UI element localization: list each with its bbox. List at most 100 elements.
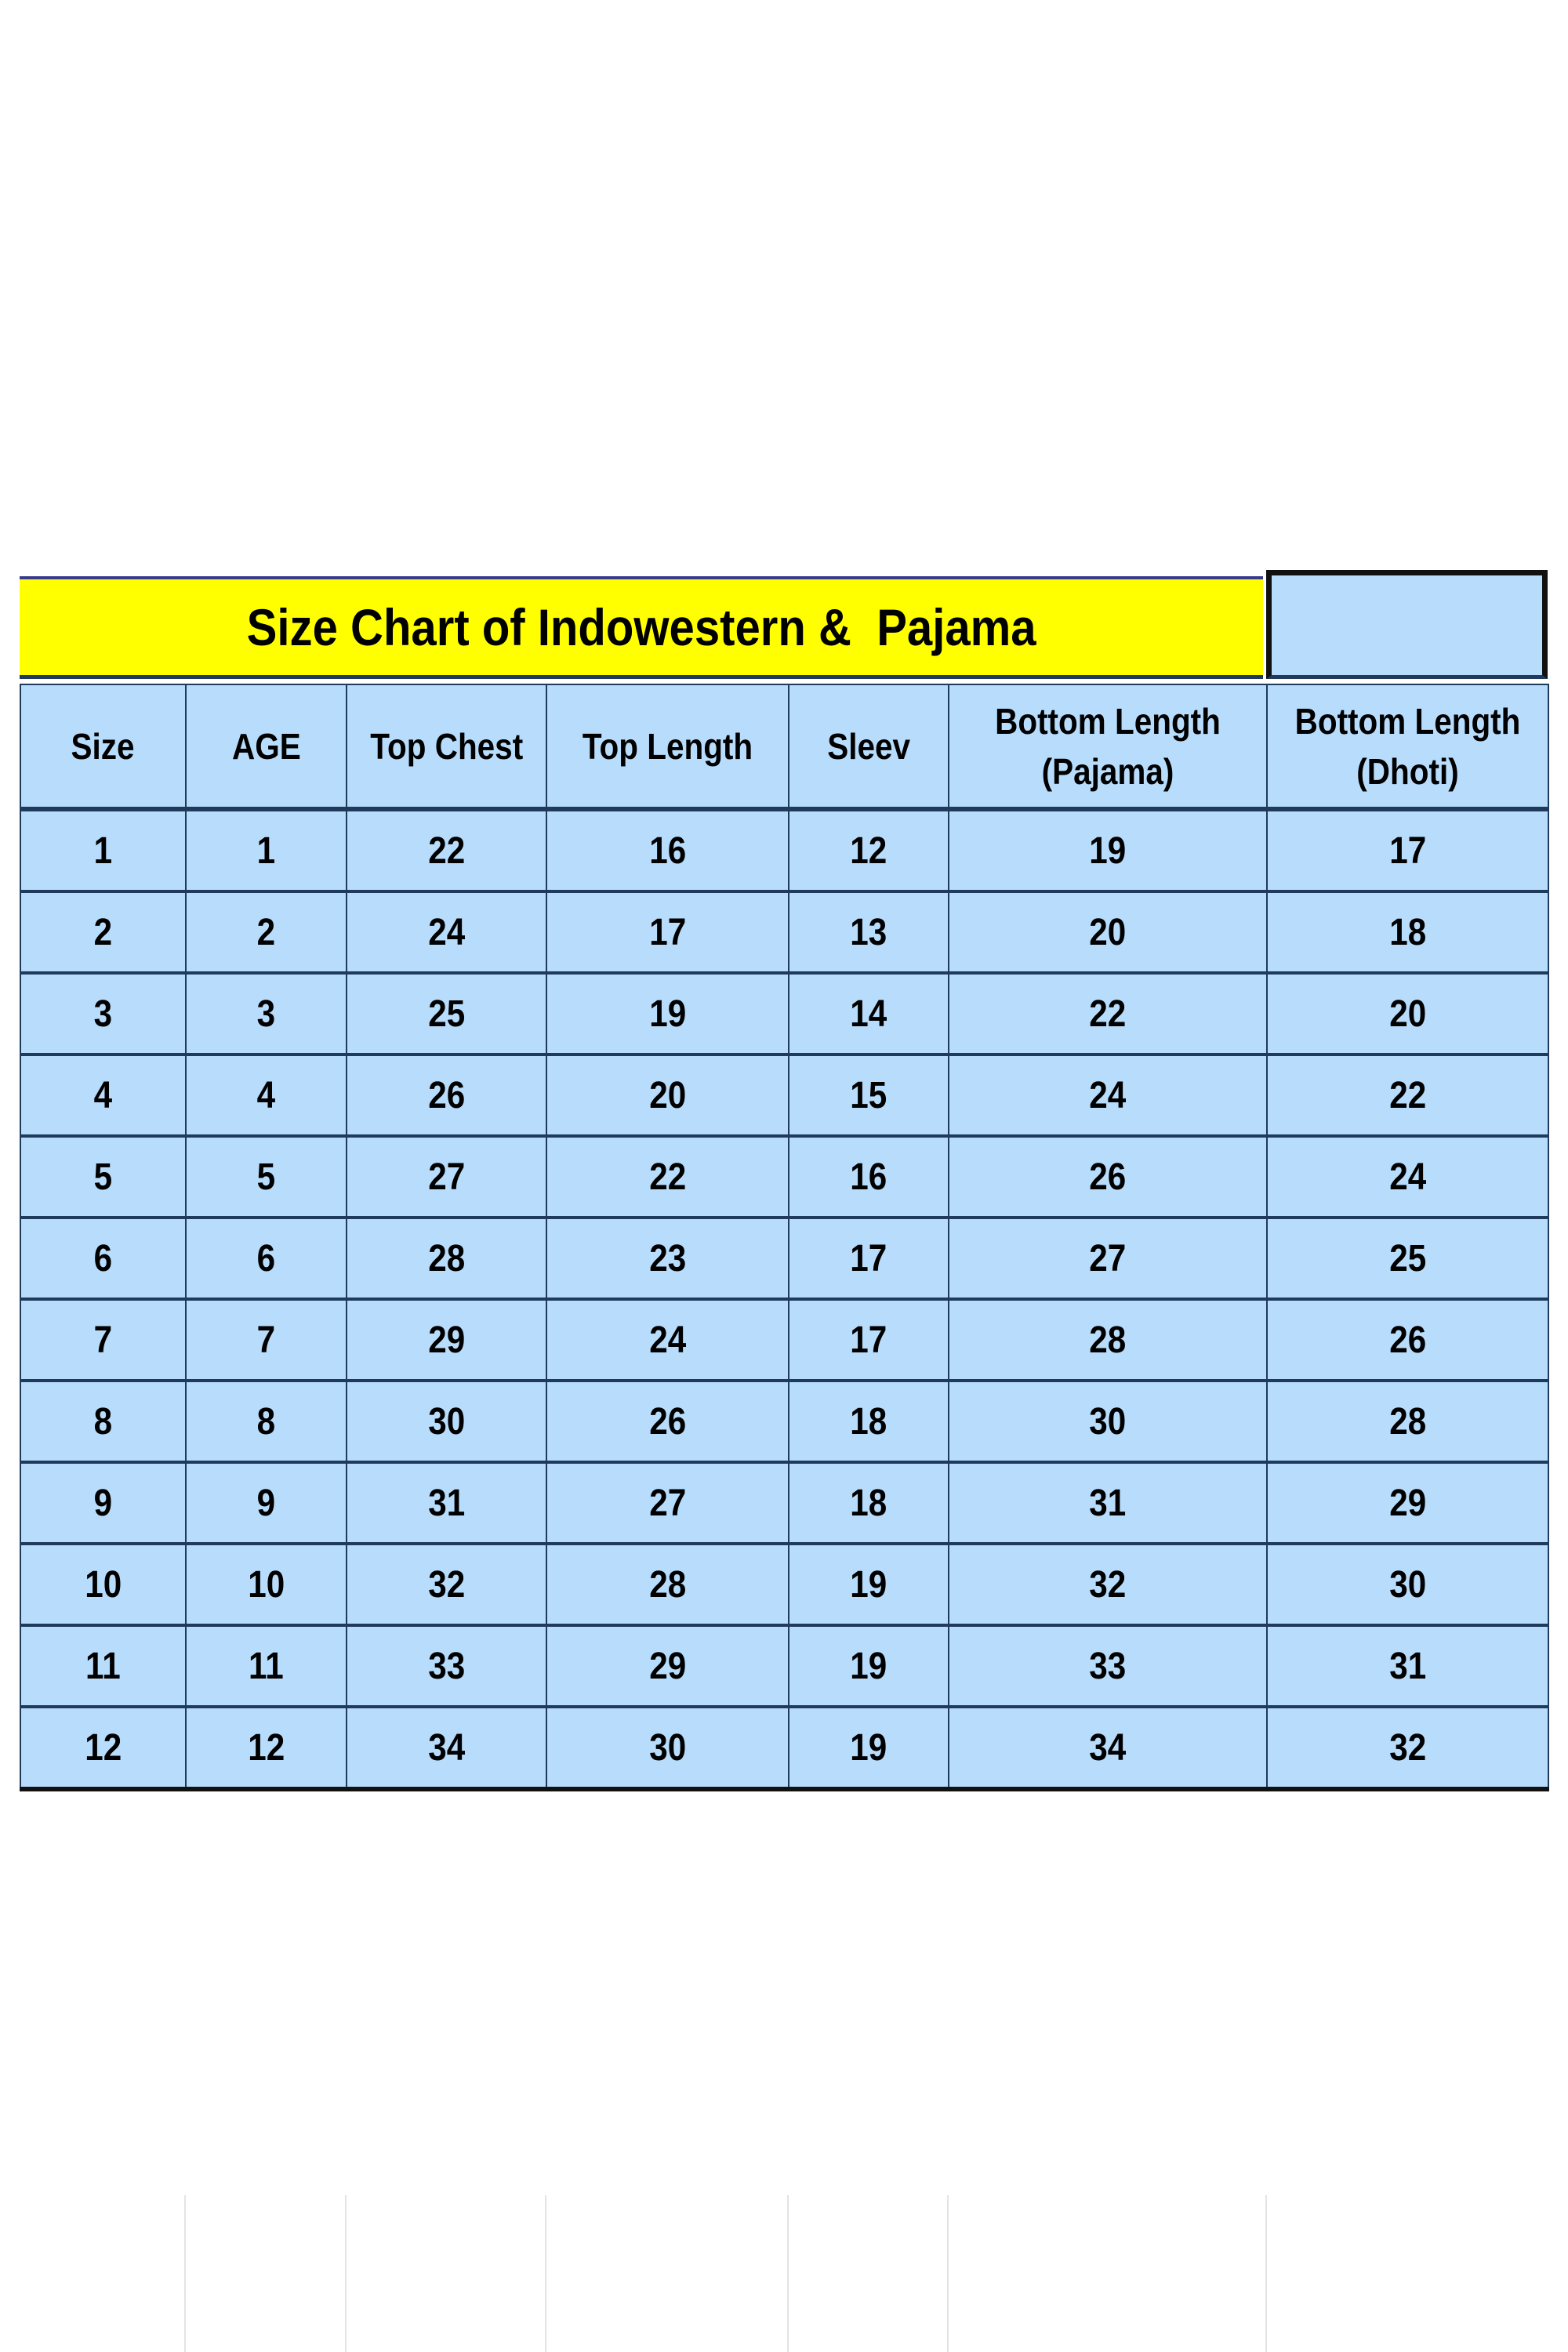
table-cell[interactable]: 30 — [948, 1380, 1268, 1464]
table-cell[interactable]: 22 — [546, 1135, 789, 1219]
table-cell[interactable]: 25 — [1266, 1217, 1549, 1301]
table-cell[interactable]: 32 — [1266, 1706, 1549, 1791]
table-cell[interactable]: 8 — [20, 1380, 187, 1464]
table-cell[interactable]: 33 — [346, 1624, 547, 1708]
table-cell[interactable]: 20 — [1266, 972, 1549, 1056]
table-cell[interactable]: 22 — [1266, 1054, 1549, 1138]
table-cell[interactable]: 20 — [948, 891, 1268, 975]
table-cell[interactable]: 18 — [788, 1380, 949, 1464]
table-cell[interactable]: 16 — [546, 808, 789, 893]
cell-value: 26 — [1389, 1319, 1426, 1361]
table-cell[interactable]: 30 — [1266, 1543, 1549, 1627]
cell-value: 32 — [1089, 1563, 1127, 1606]
table-cell[interactable]: 6 — [185, 1217, 347, 1301]
table-cell[interactable]: 19 — [948, 808, 1268, 893]
table-cell[interactable]: 3 — [185, 972, 347, 1056]
table-cell[interactable]: 18 — [1266, 891, 1549, 975]
table-cell[interactable]: 31 — [948, 1461, 1268, 1545]
table-cell[interactable]: 17 — [546, 891, 789, 975]
cell-value: 16 — [649, 829, 686, 872]
table-cell[interactable]: 28 — [1266, 1380, 1549, 1464]
table-cell[interactable]: 6 — [20, 1217, 187, 1301]
table-cell[interactable]: 29 — [346, 1298, 547, 1382]
table-cell[interactable]: 18 — [788, 1461, 949, 1545]
table-cell[interactable]: 16 — [788, 1135, 949, 1219]
table-cell[interactable]: 24 — [948, 1054, 1268, 1138]
table-cell[interactable]: 9 — [20, 1461, 187, 1545]
table-cell[interactable]: 4 — [20, 1054, 187, 1138]
table-cell[interactable]: 33 — [948, 1624, 1268, 1708]
table-cell[interactable]: 15 — [788, 1054, 949, 1138]
table-cell[interactable]: 19 — [788, 1543, 949, 1627]
cell-value: 6 — [256, 1237, 276, 1279]
table-cell[interactable]: 26 — [346, 1054, 547, 1138]
table-cell[interactable]: 1 — [185, 808, 347, 893]
table-cell[interactable]: 29 — [1266, 1461, 1549, 1545]
table-cell[interactable]: 3 — [20, 972, 187, 1056]
table-cell[interactable]: 7 — [20, 1298, 187, 1382]
column-header: Bottom Length (Pajama) — [948, 684, 1268, 811]
table-cell[interactable]: 31 — [1266, 1624, 1549, 1708]
table-cell[interactable]: 25 — [346, 972, 547, 1056]
table-row: 10 10 32 28 19 32 30 — [20, 1543, 1549, 1627]
table-cell[interactable]: 8 — [185, 1380, 347, 1464]
cell-value: 20 — [1089, 911, 1127, 953]
table-cell[interactable]: 34 — [948, 1706, 1268, 1791]
table-cell[interactable]: 17 — [1266, 808, 1549, 893]
table-cell[interactable]: 22 — [948, 972, 1268, 1056]
table-cell[interactable]: 20 — [546, 1054, 789, 1138]
size-chart: Size Chart of Indowestern & Pajama Size A… — [20, 570, 1549, 1791]
table-cell[interactable]: 28 — [948, 1298, 1268, 1382]
table-cell[interactable]: 13 — [788, 891, 949, 975]
table-row: 8 8 30 26 18 30 28 — [20, 1380, 1549, 1464]
table-cell[interactable]: 22 — [346, 808, 547, 893]
table-cell[interactable]: 2 — [185, 891, 347, 975]
table-cell[interactable]: 26 — [1266, 1298, 1549, 1382]
cell-value: 11 — [249, 1645, 284, 1687]
cell-value: 31 — [1089, 1482, 1127, 1524]
table-cell[interactable]: 12 — [788, 808, 949, 893]
table-cell[interactable]: 5 — [20, 1135, 187, 1219]
table-cell[interactable]: 24 — [546, 1298, 789, 1382]
selected-empty-cell[interactable] — [1266, 570, 1548, 679]
table-cell[interactable]: 11 — [20, 1624, 187, 1708]
table-cell[interactable]: 5 — [185, 1135, 347, 1219]
table-cell[interactable]: 30 — [546, 1706, 789, 1791]
table-cell[interactable]: 2 — [20, 891, 187, 975]
table-cell[interactable]: 19 — [788, 1706, 949, 1791]
table-cell[interactable]: 28 — [346, 1217, 547, 1301]
table-cell[interactable]: 26 — [546, 1380, 789, 1464]
table-cell[interactable]: 32 — [948, 1543, 1268, 1627]
table-cell[interactable]: 10 — [185, 1543, 347, 1627]
table-cell[interactable]: 28 — [546, 1543, 789, 1627]
table-cell[interactable]: 34 — [346, 1706, 547, 1791]
table-cell[interactable]: 4 — [185, 1054, 347, 1138]
table-cell[interactable]: 1 — [20, 808, 187, 893]
table-cell[interactable]: 29 — [546, 1624, 789, 1708]
table-cell[interactable]: 24 — [346, 891, 547, 975]
table-cell[interactable]: 27 — [948, 1217, 1268, 1301]
table-cell[interactable]: 17 — [788, 1298, 949, 1382]
table-cell[interactable]: 9 — [185, 1461, 347, 1545]
table-cell[interactable]: 30 — [346, 1380, 547, 1464]
cell-value: 1 — [256, 829, 276, 872]
cell-value: 4 — [93, 1074, 113, 1116]
table-cell[interactable]: 24 — [1266, 1135, 1549, 1219]
table-cell[interactable]: 19 — [788, 1624, 949, 1708]
table-cell[interactable]: 32 — [346, 1543, 547, 1627]
cell-value: 3 — [256, 993, 276, 1035]
table-cell[interactable]: 19 — [546, 972, 789, 1056]
table-cell[interactable]: 23 — [546, 1217, 789, 1301]
table-cell[interactable]: 10 — [20, 1543, 187, 1627]
table-cell[interactable]: 26 — [948, 1135, 1268, 1219]
table-cell[interactable]: 17 — [788, 1217, 949, 1301]
column-header: AGE — [185, 684, 347, 811]
table-cell[interactable]: 14 — [788, 972, 949, 1056]
table-cell[interactable]: 27 — [346, 1135, 547, 1219]
table-cell[interactable]: 12 — [20, 1706, 187, 1791]
table-cell[interactable]: 11 — [185, 1624, 347, 1708]
table-cell[interactable]: 12 — [185, 1706, 347, 1791]
table-cell[interactable]: 7 — [185, 1298, 347, 1382]
table-cell[interactable]: 31 — [346, 1461, 547, 1545]
table-cell[interactable]: 27 — [546, 1461, 789, 1545]
